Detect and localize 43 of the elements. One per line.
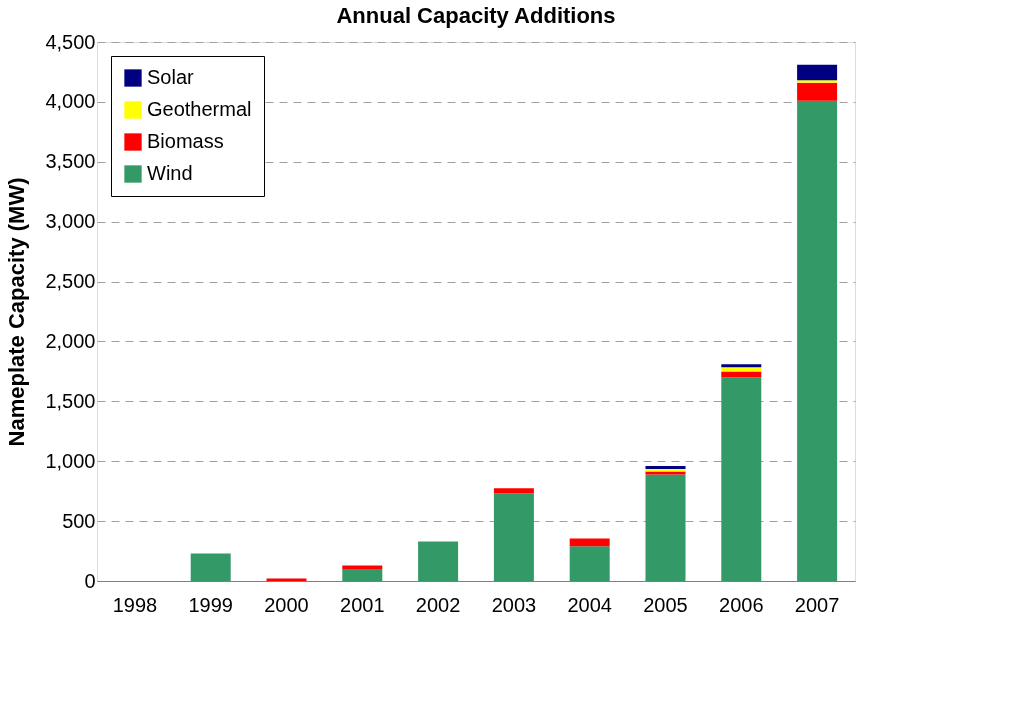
y-tick-label: 1,000 <box>45 449 96 472</box>
y-tick-label: 2,500 <box>45 270 96 293</box>
x-tick-label: 2001 <box>340 593 385 616</box>
y-tick-label: 4,500 <box>45 30 96 53</box>
bar <box>493 493 534 581</box>
bar <box>190 553 231 581</box>
legend-label: Wind <box>147 162 193 184</box>
legend-label: Biomass <box>147 130 224 152</box>
bar <box>721 364 762 368</box>
bar <box>797 100 838 581</box>
bar <box>797 64 838 81</box>
bar <box>569 546 610 581</box>
x-tick-label: 2004 <box>567 593 612 616</box>
x-tick-label: 2007 <box>794 593 840 616</box>
y-tick-label: 3,000 <box>45 210 96 233</box>
y-axis-title: Nameplate Capacity (MW) <box>4 177 30 447</box>
bar <box>721 377 762 581</box>
y-tick-label: 0 <box>84 569 96 592</box>
x-tick-label: 2003 <box>491 593 537 616</box>
y-tick-label: 500 <box>62 509 96 532</box>
x-tick-label: 2005 <box>643 593 688 616</box>
x-tick-label: 1999 <box>188 593 233 616</box>
bar <box>721 371 762 378</box>
y-tick-label: 4,000 <box>45 90 96 113</box>
legend-label: Geothermal <box>147 98 252 120</box>
chart-title: Annual Capacity Additions <box>336 3 616 28</box>
x-tick-label: 2000 <box>264 593 309 616</box>
y-tick-label: 2,000 <box>45 329 96 352</box>
bar <box>797 80 838 83</box>
y-tick-label: 3,500 <box>45 150 96 173</box>
bar <box>418 541 459 581</box>
bar <box>797 82 838 101</box>
bar <box>493 488 534 494</box>
bar <box>569 538 610 547</box>
x-tick-label: 2006 <box>719 593 764 616</box>
bar <box>645 474 686 581</box>
bar <box>342 565 383 570</box>
bar <box>721 367 762 372</box>
legend-label: Solar <box>147 66 195 88</box>
y-tick-label: 1,500 <box>45 389 96 412</box>
bar <box>342 569 383 581</box>
x-tick-label: 1998 <box>112 593 158 616</box>
x-tick-label: 2002 <box>415 593 461 616</box>
